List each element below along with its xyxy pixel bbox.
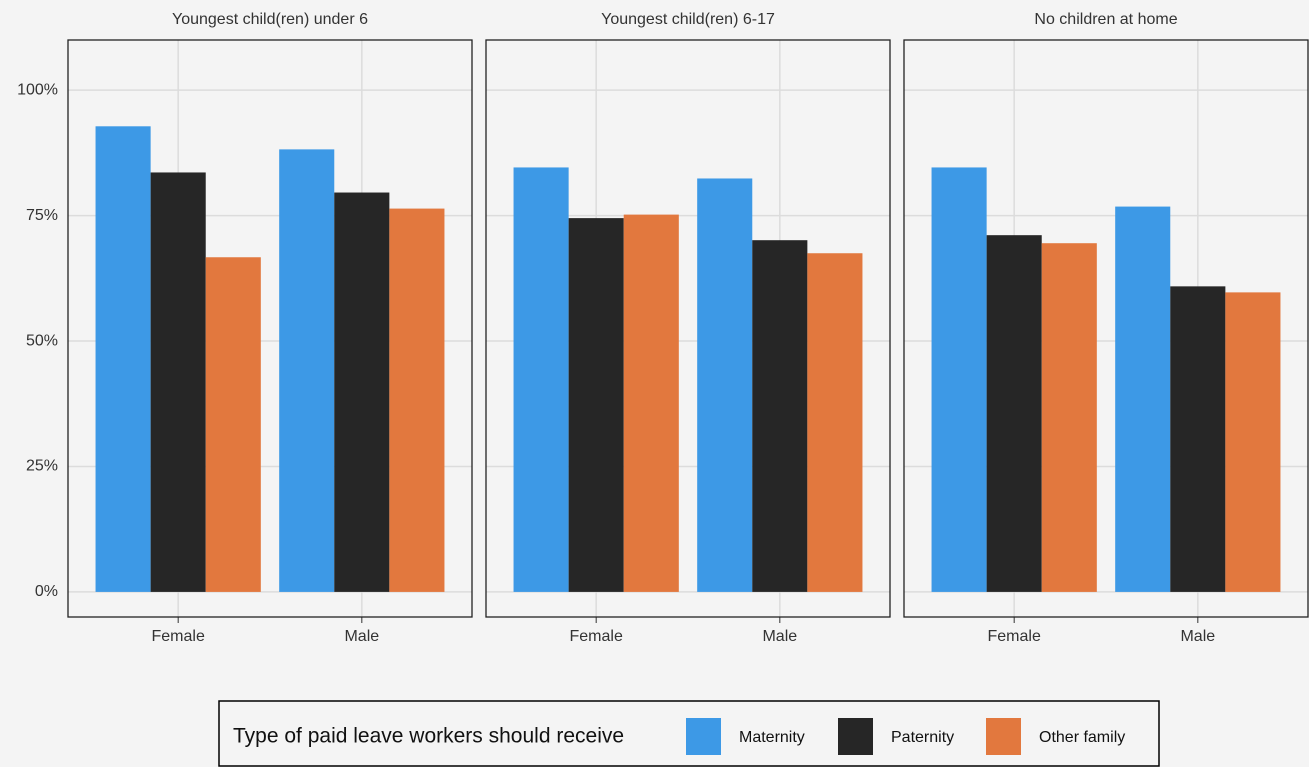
legend-label: Paternity [891, 729, 954, 746]
y-tick-label: 75% [26, 207, 58, 224]
bar [389, 208, 445, 592]
panel-title: Youngest child(ren) under 6 [172, 11, 368, 28]
x-tick-label: Female [570, 628, 623, 645]
bar [95, 126, 151, 592]
legend-label: Other family [1039, 729, 1125, 746]
bar [568, 218, 624, 592]
bar [513, 167, 569, 592]
panel-title: No children at home [1034, 11, 1177, 28]
x-tick-label: Male [1180, 628, 1215, 645]
legend-key [838, 718, 873, 755]
x-tick-label: Male [762, 628, 797, 645]
panel-border [485, 39, 891, 618]
y-tick-label: 25% [26, 458, 58, 475]
bar [807, 253, 863, 592]
x-tick-label: Female [988, 628, 1041, 645]
y-tick-label: 50% [26, 332, 58, 349]
bar [986, 235, 1042, 592]
bar [623, 214, 679, 592]
legend-box [218, 700, 1160, 767]
x-tick-label: Female [152, 628, 205, 645]
panel-border [903, 39, 1309, 618]
bar [752, 240, 808, 592]
bar [1225, 292, 1281, 592]
bar [334, 192, 390, 592]
y-tick-label: 100% [17, 81, 58, 98]
bar [1041, 243, 1097, 592]
legend-key [686, 718, 721, 755]
legend-label: Maternity [739, 729, 805, 746]
panel-border [67, 39, 473, 618]
legend-key [986, 718, 1021, 755]
bar [205, 257, 261, 592]
bar [150, 172, 206, 592]
y-tick-label: 0% [35, 583, 58, 600]
bar [1170, 286, 1226, 592]
bar [931, 167, 987, 592]
x-tick-label: Male [344, 628, 379, 645]
legend-title: Type of paid leave workers should receiv… [233, 725, 624, 748]
panel-title: Youngest child(ren) 6-17 [601, 11, 775, 28]
bar [279, 149, 335, 592]
bar [697, 178, 753, 592]
bar [1115, 206, 1171, 592]
